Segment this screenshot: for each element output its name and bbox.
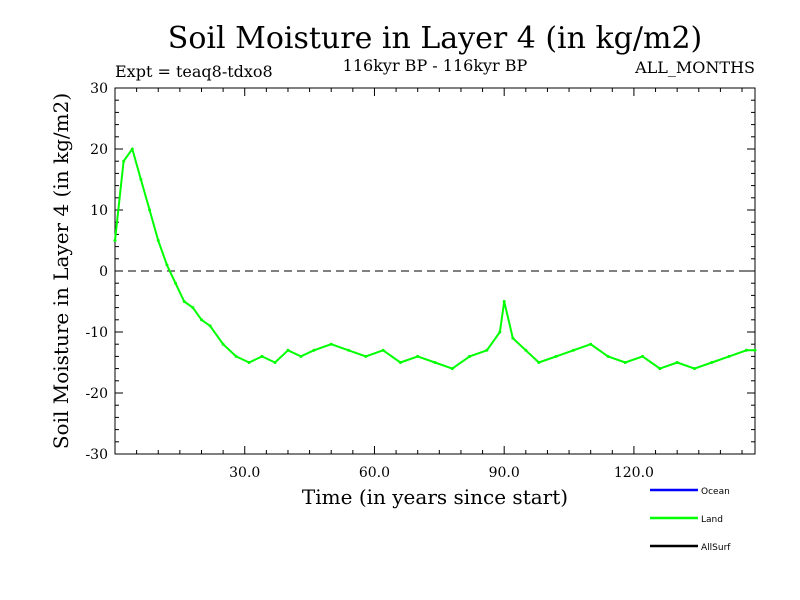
y-tick-label: -20	[85, 386, 108, 402]
series-line-land	[114, 148, 755, 370]
land-point	[312, 348, 316, 352]
land-point	[727, 354, 731, 358]
experiment-label: Expt = teaq8-tdxo8	[115, 62, 273, 81]
land-point	[641, 354, 645, 358]
land-point	[511, 336, 515, 340]
land-point	[130, 147, 134, 151]
months-label: ALL_MONTHS	[634, 58, 755, 77]
land-point	[433, 361, 437, 364]
land-point	[273, 361, 277, 364]
y-axis: -30 -20 -10 0 10 20 30	[85, 81, 755, 463]
land-point	[260, 354, 264, 358]
land-point	[710, 361, 714, 364]
land-point	[139, 178, 143, 181]
land-point	[113, 239, 117, 242]
land-point	[606, 354, 610, 358]
y-tick-label: 10	[90, 203, 108, 219]
land-point	[744, 348, 748, 352]
land-point	[299, 354, 303, 358]
land-point	[554, 354, 558, 358]
y-tick-label: -30	[85, 447, 108, 463]
x-tick-label: 90.0	[489, 465, 520, 481]
land-point	[234, 354, 238, 358]
land-point	[692, 367, 696, 371]
land-point	[753, 348, 757, 352]
x-axis: 30.0 60.0 90.0 120.0	[136, 88, 743, 481]
land-point	[623, 361, 627, 364]
land-point	[524, 348, 528, 352]
land-point	[364, 354, 368, 358]
x-tick-label: 60.0	[359, 465, 390, 481]
land-point	[381, 348, 385, 352]
land-point	[502, 300, 506, 303]
land-point	[537, 361, 541, 364]
land-point	[398, 361, 402, 364]
y-tick-label: -10	[85, 325, 108, 341]
land-point	[286, 348, 290, 352]
land-point	[416, 354, 420, 358]
x-axis-label: Time (in years since start)	[302, 485, 568, 509]
land-point	[571, 348, 575, 352]
y-tick-label: 30	[90, 81, 108, 97]
land-point	[468, 354, 472, 358]
land-point	[165, 263, 169, 267]
legend-label-land: Land	[701, 515, 723, 525]
x-tick-label: 120.0	[614, 465, 654, 481]
land-point	[329, 342, 333, 346]
land-point	[675, 361, 679, 364]
land-point	[485, 348, 489, 352]
period-label: 116kyr BP - 116kyr BP	[343, 56, 528, 75]
land-point	[122, 159, 126, 163]
y-axis-label: Soil Moisture in Layer 4 (in kg/m2)	[49, 93, 73, 449]
land-point	[589, 342, 593, 346]
legend: Ocean Land AllSurf	[650, 487, 731, 553]
land-point	[347, 348, 351, 352]
land-point	[174, 281, 178, 285]
land-point	[199, 318, 203, 322]
land-point	[208, 324, 212, 328]
x-tick-label: 30.0	[229, 465, 260, 481]
land-point	[658, 367, 662, 371]
land-point	[247, 361, 251, 364]
land-data-points	[113, 147, 757, 371]
land-point	[182, 300, 186, 303]
land-point	[450, 367, 454, 371]
land-point	[191, 306, 195, 310]
land-point	[156, 239, 160, 242]
land-point	[498, 330, 502, 334]
y-tick-label: 20	[90, 142, 108, 158]
legend-label-allsurf: AllSurf	[701, 543, 731, 553]
land-point	[148, 208, 152, 212]
land-point	[221, 342, 225, 346]
y-tick-label: 0	[99, 264, 108, 280]
legend-label-ocean: Ocean	[701, 487, 730, 497]
chart-title: Soil Moisture in Layer 4 (in kg/m2)	[168, 21, 702, 56]
